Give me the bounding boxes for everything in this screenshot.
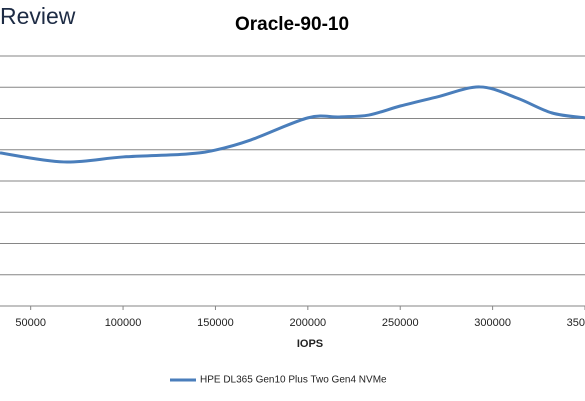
- x-tick-label: 50000: [15, 317, 46, 329]
- chart-title: Oracle-90-10: [235, 14, 349, 35]
- x-tick-label: 350000: [567, 317, 585, 329]
- x-axis-label: IOPS: [297, 338, 323, 350]
- logo: Review: [0, 3, 76, 29]
- data-line: [0, 85, 585, 164]
- x-tick-label: 300000: [474, 317, 511, 329]
- x-tick-label: 100000: [105, 317, 142, 329]
- x-tick-label: 250000: [382, 317, 419, 329]
- x-tick-label: 150000: [197, 317, 234, 329]
- x-tick-label: 200000: [289, 317, 326, 329]
- legend-label: HPE DL365 Gen10 Plus Two Gen4 NVMe: [200, 375, 387, 386]
